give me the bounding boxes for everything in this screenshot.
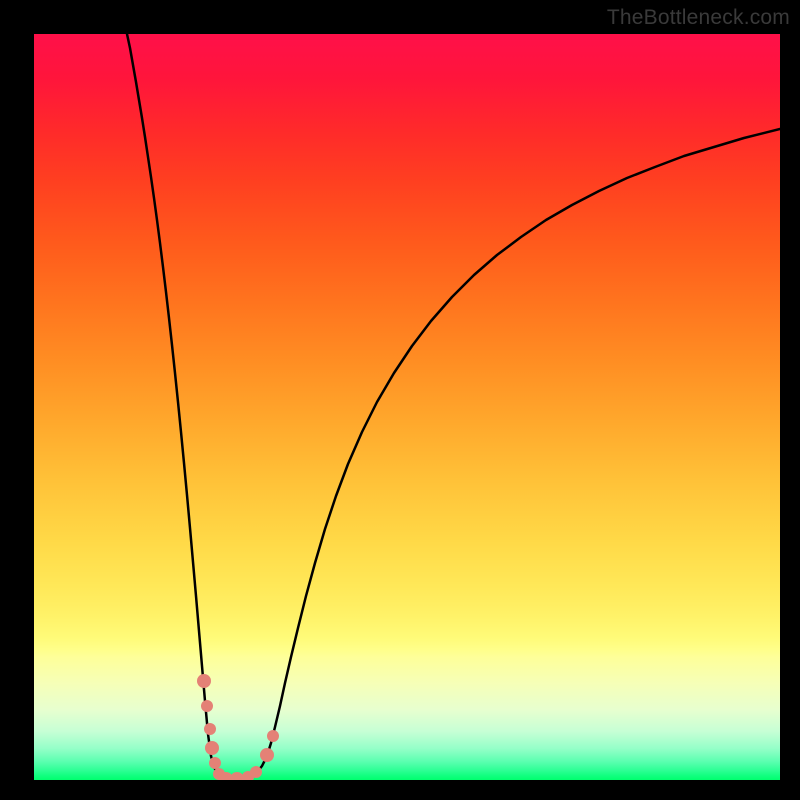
- watermark-text: TheBottleneck.com: [607, 6, 790, 30]
- curve-marker: [204, 723, 216, 735]
- curve-marker: [205, 741, 219, 755]
- plot-svg: [34, 34, 780, 780]
- plot-area: [34, 34, 780, 780]
- curve-marker: [267, 730, 279, 742]
- curve-marker: [197, 674, 211, 688]
- chart-frame: TheBottleneck.com: [0, 0, 800, 800]
- curve-marker: [250, 766, 262, 778]
- curve-marker: [209, 757, 221, 769]
- curve-marker: [201, 700, 213, 712]
- curve-marker: [260, 748, 274, 762]
